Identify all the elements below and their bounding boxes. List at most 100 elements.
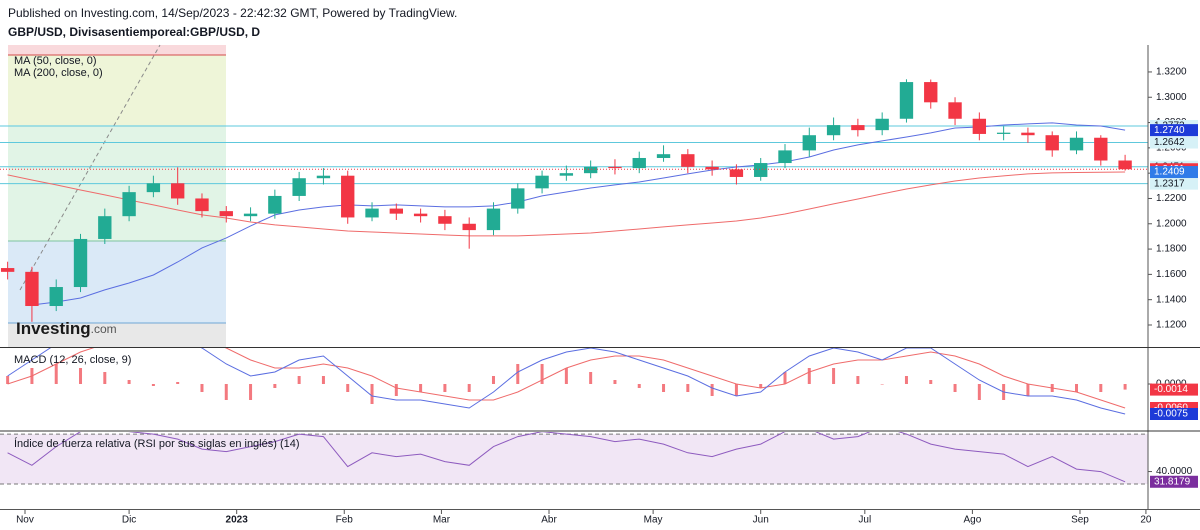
candle-body: [1021, 132, 1035, 136]
candle-body: [608, 166, 622, 169]
candle-body: [972, 118, 987, 134]
candle-body: [656, 154, 671, 158]
candle-body: [413, 213, 428, 217]
candle-body: [1094, 137, 1108, 161]
labels: Published on Investing.com, 14/Sep/2023 …: [8, 6, 1198, 526]
logo-word: Investing: [16, 319, 91, 338]
candle-body: [292, 178, 306, 196]
y-tick-label: 1.3000: [1156, 92, 1187, 103]
y-tick-label: 1.2200: [1156, 193, 1187, 204]
indicator-line: [7, 171, 1126, 237]
rsi-band: [0, 434, 1148, 485]
histogram-bar: [832, 368, 836, 384]
histogram-bar: [710, 384, 714, 396]
published-note: Published on Investing.com, 14/Sep/2023 …: [8, 6, 457, 20]
price-label: -0.0075: [1154, 409, 1188, 420]
candle-body: [146, 183, 161, 193]
histogram-bar: [54, 364, 58, 384]
price-label-bg: [1150, 124, 1198, 137]
candle-body: [462, 223, 476, 231]
price-label-bg: [1150, 136, 1198, 149]
histogram-bar: [1075, 384, 1079, 392]
candle-body: [583, 166, 598, 174]
histogram-bar: [273, 384, 277, 388]
candle-body: [559, 173, 574, 176]
indicator-line: [7, 432, 1126, 483]
zone: [8, 55, 226, 125]
price-label: 1.2317: [1154, 178, 1185, 189]
symbol-title: GBP/USD, Divisasentiemporeal:GBP/USD, D: [8, 25, 260, 39]
y-tick-label: 40.0000: [1156, 466, 1193, 477]
candle-body: [778, 150, 792, 164]
histogram-bar: [1026, 384, 1030, 396]
histogram-bar: [443, 384, 447, 392]
histogram-bar: [686, 384, 690, 392]
histogram-bar: [564, 368, 568, 384]
candle-body: [73, 238, 88, 288]
candle-body: [219, 211, 233, 217]
y-tick-label: 1.3200: [1156, 67, 1187, 78]
zone: [8, 323, 226, 347]
logo: Investing.com: [16, 319, 117, 338]
histogram-bar: [734, 384, 738, 396]
price-label-bg: [1150, 383, 1198, 396]
histogram-bar: [6, 376, 10, 384]
price-label: 1.2642: [1154, 137, 1185, 148]
x-tick-label: Dic: [122, 515, 136, 526]
candle-body: [948, 102, 962, 119]
histogram-bar: [79, 368, 83, 384]
x-tick-label: Feb: [336, 515, 354, 526]
histogram-bar: [1123, 384, 1127, 390]
price-label: 1.2740: [1154, 125, 1185, 136]
candle-body: [535, 175, 549, 189]
macd-panel: [6, 348, 1127, 415]
price-label-bg: [1150, 166, 1198, 179]
candle-body: [996, 132, 1011, 134]
price-label: 1.2409: [1154, 167, 1185, 178]
indicator-label: MA (50, close, 0): [14, 55, 97, 67]
histogram-bar: [103, 372, 107, 384]
histogram-bar: [1099, 384, 1103, 392]
indicator-label: MA (200, close, 0): [14, 67, 103, 79]
histogram-bar: [176, 382, 180, 384]
candle-body: [826, 125, 841, 136]
price-label-bg: [1150, 177, 1198, 190]
histogram-bar: [297, 376, 301, 384]
indicator-line: [31, 122, 1126, 306]
candle-body: [1045, 135, 1059, 151]
histogram-bar: [759, 384, 763, 388]
histogram-bar: [953, 384, 957, 392]
histogram-bar: [200, 384, 204, 392]
trend-line: [19, 44, 161, 291]
candle-body: [98, 216, 112, 239]
y-tick-label: 1.2000: [1156, 218, 1187, 229]
histogram-bar: [880, 384, 884, 385]
price-panel: [0, 79, 1148, 322]
rsi-panel: [0, 432, 1148, 485]
histogram-bar: [394, 384, 398, 396]
price-label-bg: [1150, 475, 1198, 488]
y-tick-label: 1.1800: [1156, 244, 1187, 255]
candle-body: [511, 188, 525, 209]
histogram-bar: [419, 384, 423, 392]
drawing-box: [8, 44, 226, 347]
candle-body: [754, 163, 768, 177]
histogram-bar: [637, 384, 641, 388]
histogram-bar: [127, 380, 131, 384]
indicator-line: [7, 348, 1126, 415]
logo-suffix: .com: [91, 322, 117, 336]
y-tick-label: 1.1600: [1156, 269, 1187, 280]
x-tick-label: Ago: [964, 515, 982, 526]
x-tick-label: 20: [1140, 515, 1152, 526]
histogram-bar: [929, 380, 933, 384]
x-tick-label: May: [644, 515, 663, 526]
histogram-bar: [807, 368, 811, 384]
candle-body: [899, 82, 914, 119]
candle-body: [195, 198, 209, 212]
histogram-bar: [516, 364, 520, 384]
candle-body: [705, 166, 719, 170]
candle-body: [122, 192, 136, 217]
x-tick-label: 2023: [226, 515, 249, 526]
axes: [0, 45, 1200, 514]
x-tick-label: Mar: [433, 515, 451, 526]
